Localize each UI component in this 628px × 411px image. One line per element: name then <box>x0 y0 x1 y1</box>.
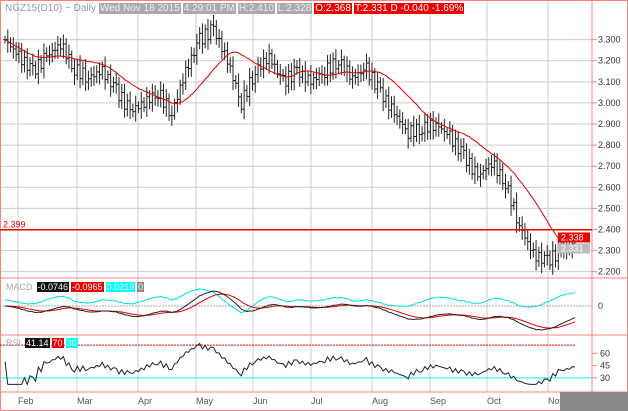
y-tick-label: 3.100 <box>598 77 621 87</box>
close-price-badge <box>558 243 590 254</box>
x-tick-label: Jun <box>253 396 268 406</box>
rsi-legend: RSI 41.14 70 30 <box>6 338 78 348</box>
macd-title: MACD <box>6 282 33 292</box>
scrollbar-thumb[interactable] <box>560 392 628 411</box>
close-price-label: 2.331 <box>561 243 584 253</box>
y-tick-label: 2.300 <box>598 246 621 256</box>
moving-average-line <box>4 39 576 251</box>
macd-zero-value: 0 <box>137 282 145 292</box>
x-tick-label: Aug <box>372 396 388 406</box>
last-label: T:2.331 D -0.040 -1.69% <box>353 3 465 14</box>
y-tick-label: 2.800 <box>598 140 621 150</box>
y-tick-label: 3.200 <box>598 56 621 66</box>
macd-histogram-line <box>4 288 576 314</box>
chart-header: NGZ15(D10) ~ Daily Wed Nov 18 2015 4:29:… <box>4 3 465 14</box>
date-label: Wed Nov 18 2015 <box>98 3 181 14</box>
y-tick-label: 3.000 <box>598 98 621 108</box>
y-tick-label: 2.900 <box>598 119 621 129</box>
low-label: L:2.328 <box>276 3 313 14</box>
x-tick-label: Oct <box>487 396 502 406</box>
y-tick-label: 2.200 <box>598 267 621 277</box>
x-tick-label: Sep <box>430 396 446 406</box>
rsi-tick-label: 60 <box>600 348 610 358</box>
x-tick-label: Mar <box>77 396 93 406</box>
open-label: O:2.368 <box>314 3 352 14</box>
macd-value: -0.0746 <box>36 282 70 292</box>
y-tick-label: 2.500 <box>598 203 621 213</box>
rsi-lower-value: 30 <box>65 338 78 348</box>
macd-legend: MACD -0.0746 -0.0965 0.0219 0 <box>6 282 145 292</box>
rsi-tick-label: 45 <box>600 361 610 371</box>
rsi-line <box>4 342 576 386</box>
macd-y-label: 0 <box>598 301 603 311</box>
rsi-value: 41.14 <box>25 338 50 348</box>
time-label: 4:29:01 PM <box>182 3 236 14</box>
y-tick-label: 2.600 <box>598 182 621 192</box>
horizontal-level-label: 2.399 <box>3 220 26 230</box>
x-tick-label: Nov <box>548 396 565 406</box>
x-tick-label: Apr <box>138 396 152 406</box>
rsi-title: RSI <box>6 338 22 348</box>
y-tick-label: 3.300 <box>598 35 621 45</box>
high-label: H:2.410 <box>237 3 275 14</box>
symbol-label: NGZ15(D10) ~ Daily <box>5 3 96 14</box>
last-price-badge <box>558 232 590 243</box>
y-tick-label: 2.700 <box>598 161 621 171</box>
last-price-label: 2.338 <box>561 232 584 242</box>
macd-hist-value: 0.0219 <box>105 282 136 292</box>
rsi-upper-value: 70 <box>51 338 64 348</box>
macd-signal-value: -0.0965 <box>71 282 104 292</box>
x-tick-label: Feb <box>18 396 34 406</box>
x-tick-label: May <box>196 396 214 406</box>
y-tick-label: 2.400 <box>598 224 621 234</box>
macd-line <box>4 290 576 331</box>
x-tick-label: Jul <box>311 396 323 406</box>
rsi-tick-label: 30 <box>600 373 610 383</box>
